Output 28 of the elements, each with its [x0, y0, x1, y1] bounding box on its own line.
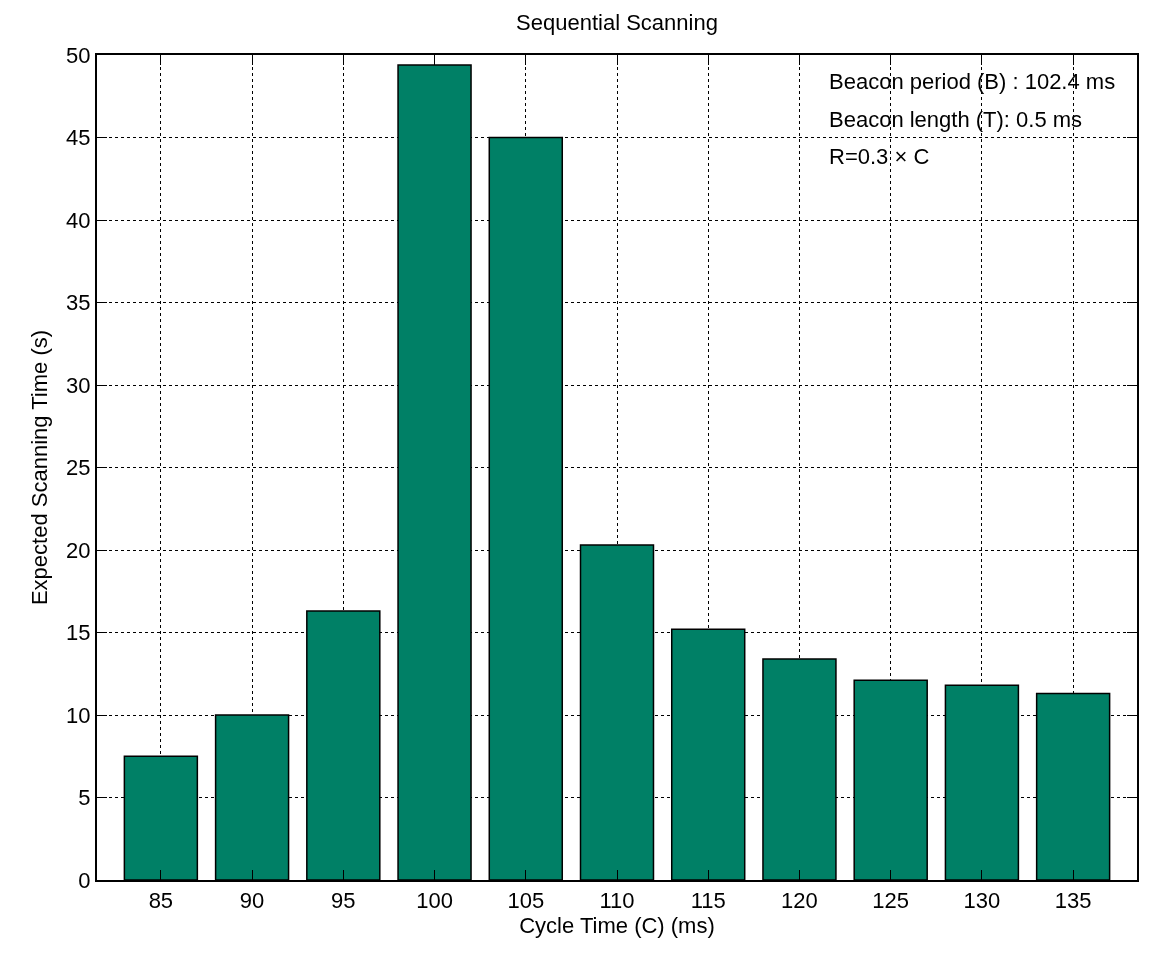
annotation: Beacon period (B) : 102.4 ms [829, 69, 1116, 94]
x-tick-label: 125 [872, 888, 910, 914]
y-tick-label: 10 [66, 702, 91, 728]
y-tick-label: 30 [66, 372, 91, 398]
x-tick-label: 90 [239, 888, 265, 914]
y-tick-label: 35 [66, 290, 91, 316]
x-tick-label: 120 [781, 888, 818, 914]
y-tick-label: 20 [66, 537, 91, 563]
x-tick-label: 130 [963, 888, 1001, 914]
x-tick-label: 105 [507, 888, 545, 914]
annotation: R=0.3 × C [829, 144, 930, 169]
x-tick-label: 100 [416, 888, 453, 914]
x-tick-label: 85 [148, 888, 174, 914]
y-axis-title: Expected Scanning Time (s) [27, 329, 53, 606]
y-tick-label: 15 [66, 620, 91, 646]
x-axis-title: Cycle Time (C) (ms) [519, 913, 715, 939]
x-tick-label: 115 [690, 888, 726, 914]
x-tick-label: 135 [1054, 888, 1092, 914]
x-tick-label: 110 [599, 888, 635, 914]
y-tick-label: 45 [66, 125, 91, 151]
x-tick-label: 95 [331, 888, 356, 914]
chart-title: Sequential Scanning [516, 9, 718, 35]
y-tick-label: 0 [78, 867, 91, 893]
annotation: Beacon length (T): 0.5 ms [829, 107, 1083, 132]
y-tick-label: 40 [66, 207, 91, 233]
y-tick-label: 5 [78, 785, 91, 811]
y-tick-label: 25 [66, 455, 91, 481]
y-tick-label: 50 [66, 42, 91, 68]
